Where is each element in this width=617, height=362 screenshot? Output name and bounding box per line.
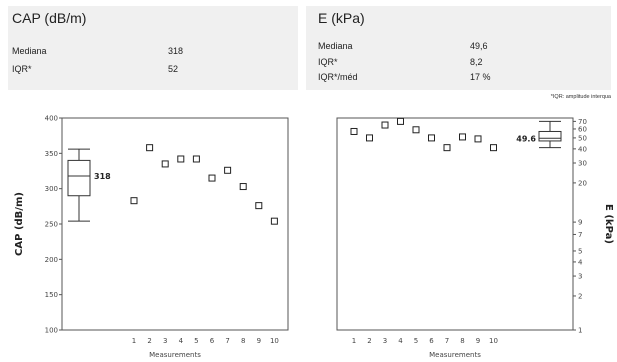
cap-data-point: [239, 183, 247, 191]
cap-x-tick-label: 10: [270, 337, 279, 345]
e-data-point: [366, 134, 373, 142]
e-x-tick-label: 1: [352, 337, 356, 345]
e-data-point: [397, 117, 404, 125]
e-y-tick-label: 1: [578, 327, 582, 335]
e-summary-panel: E (kPa) Mediana 49,6 IQR* 8,2 IQR*/méd 1…: [306, 6, 611, 90]
cap-x-tick-label: 3: [163, 337, 167, 345]
e-y-tick-label: 30: [578, 159, 587, 167]
e-iqr-label: IQR*: [318, 57, 338, 67]
cap-y-axis-label: CAP (dB/m): [14, 192, 25, 256]
e-x-tick-label: 6: [429, 337, 434, 345]
cap-data-point: [192, 155, 200, 163]
e-iqr-ratio-value: 17 %: [470, 72, 491, 82]
cap-data-point: [177, 155, 185, 163]
cap-data-point: [161, 160, 169, 168]
cap-y-tick-label: 300: [45, 185, 58, 193]
iqr-footnote: *IQR: amplitude interqua: [550, 94, 611, 100]
cap-x-axis-label: Measurements: [149, 351, 201, 359]
e-y-tick-label: 3: [578, 273, 582, 281]
e-data-point: [350, 127, 358, 135]
cap-data-point: [146, 144, 154, 152]
e-data-point: [443, 144, 451, 152]
cap-data-point: [270, 217, 278, 225]
cap-x-tick-label: 8: [241, 337, 245, 345]
e-data-point: [490, 144, 497, 152]
cap-x-tick-label: 5: [194, 337, 198, 345]
cap-x-tick-label: 4: [179, 337, 184, 345]
e-y-tick-label: 2: [578, 292, 582, 300]
e-data-point: [412, 126, 420, 134]
cap-data-point: [130, 197, 138, 205]
e-y-tick-label: 50: [578, 134, 587, 142]
e-iqr-ratio-label: IQR*/méd: [318, 72, 358, 82]
cap-x-tick-label: 1: [132, 337, 136, 345]
cap-data-point: [224, 166, 232, 174]
e-y-tick-label: 20: [578, 179, 587, 187]
e-y-tick-label: 9: [578, 219, 582, 227]
cap-iqr-label: IQR*: [12, 64, 32, 74]
cap-x-tick-label: 9: [257, 337, 261, 345]
cap-median-label: 318: [94, 172, 111, 181]
e-y-tick-label: 5: [578, 247, 582, 255]
cap-y-tick-label: 100: [45, 327, 58, 335]
e-x-tick-label: 10: [489, 337, 498, 345]
cap-data-point: [208, 174, 216, 182]
e-y-tick-label: 40: [578, 145, 587, 153]
cap-iqr-value: 52: [168, 64, 179, 74]
cap-y-tick-label: 350: [45, 150, 58, 158]
cap-summary-panel: CAP (dB/m) Mediana 318 IQR* 52: [8, 6, 298, 90]
e-y-tick-label: 4: [578, 258, 583, 266]
cap-y-tick-label: 150: [45, 291, 58, 299]
e-data-point: [474, 135, 482, 143]
e-y-tick-label: 7: [578, 231, 582, 239]
e-data-point: [381, 121, 389, 129]
cap-x-tick-label: 7: [225, 337, 229, 345]
e-x-tick-label: 5: [414, 337, 418, 345]
e-boxplot-box: [538, 130, 562, 142]
e-y-axis-label: E (kPa): [603, 204, 614, 244]
e-x-tick-label: 8: [460, 337, 464, 345]
cap-y-tick-label: 250: [45, 221, 58, 229]
cap-plot-frame: [61, 117, 289, 331]
cap-y-tick-label: 200: [45, 256, 58, 264]
e-median-value: 49,6: [470, 41, 488, 51]
cap-boxplot-box: [67, 159, 91, 197]
cap-y-tick-label: 400: [45, 115, 58, 123]
e-y-tick-label: 70: [578, 118, 587, 126]
e-x-tick-label: 3: [383, 337, 387, 345]
e-x-tick-label: 9: [476, 337, 480, 345]
e-x-tick-label: 4: [398, 337, 403, 345]
e-plot-frame: [336, 117, 574, 331]
e-data-point: [428, 134, 435, 142]
cap-median-label: Mediana: [12, 46, 47, 56]
cap-data-point: [255, 202, 263, 210]
cap-median-value: 318: [168, 46, 184, 56]
cap-x-tick-label: 6: [210, 337, 215, 345]
cap-panel-title: CAP (dB/m): [12, 10, 87, 26]
e-x-tick-label: 2: [367, 337, 371, 345]
e-x-axis-label: Measurements: [429, 351, 481, 359]
e-data-point: [459, 133, 466, 141]
e-median-label: Mediana: [318, 41, 353, 51]
e-iqr-value: 8,2: [470, 57, 483, 67]
cap-x-tick-label: 2: [147, 337, 151, 345]
e-median-label: 49.6: [516, 134, 536, 143]
e-panel-title: E (kPa): [318, 10, 365, 26]
e-x-tick-label: 7: [445, 337, 449, 345]
e-y-tick-label: 60: [578, 125, 587, 133]
